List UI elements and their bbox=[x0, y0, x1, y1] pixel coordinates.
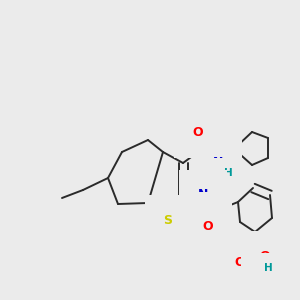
Text: O: O bbox=[260, 250, 270, 262]
Text: O: O bbox=[203, 220, 213, 232]
Text: H: H bbox=[264, 263, 272, 273]
Text: N: N bbox=[213, 155, 223, 169]
Text: S: S bbox=[164, 214, 172, 226]
Text: H: H bbox=[224, 168, 232, 178]
Text: O: O bbox=[235, 256, 245, 268]
Text: N: N bbox=[198, 188, 208, 202]
Text: H: H bbox=[194, 202, 202, 212]
Text: O: O bbox=[193, 127, 203, 140]
